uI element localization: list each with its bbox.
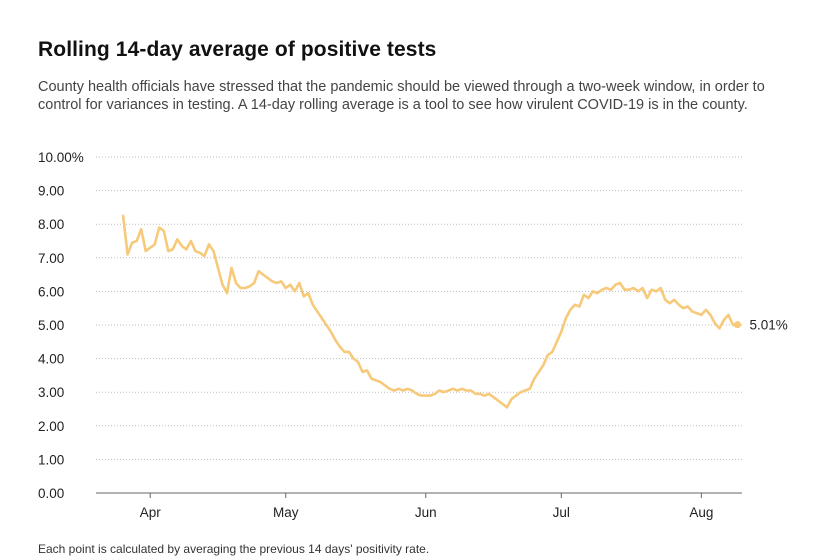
y-tick-label: 3.00: [38, 385, 64, 400]
x-tick-label: May: [273, 505, 299, 520]
line-chart: 10.00% 9.00 8.00 7.00 6.00 5.00 4.00 3.00 2.00 1.…: [38, 150, 788, 520]
gridlines: [96, 156, 742, 460]
y-tick-label: 1.00: [38, 452, 64, 467]
series-line: [121, 214, 739, 409]
chart-subtitle: County health officials have stressed th…: [38, 79, 765, 113]
series-line-layer: [121, 214, 739, 409]
y-tick-label: 5.00: [38, 318, 64, 333]
last-point-marker: [733, 321, 741, 329]
x-tick-label: Jun: [415, 505, 437, 520]
end-value-label: 5.01%: [749, 318, 787, 333]
y-tick-label: 2.00: [38, 419, 64, 434]
footnote: Each point is calculated by averaging th…: [38, 542, 430, 556]
y-axis-tick-labels: 10.00% 9.00 8.00 7.00 6.00 5.00 4.00 3.00 2.00 1.…: [38, 150, 84, 501]
x-tick-label: Aug: [689, 505, 713, 520]
y-tick-label: 9.00: [38, 184, 64, 199]
y-tick-label: 7.00: [38, 251, 64, 266]
y-tick-label: 10.00%: [38, 150, 84, 165]
y-tick-label: 6.00: [38, 284, 64, 299]
x-axis: Apr May Jun Jul Aug: [96, 492, 742, 520]
y-tick-label: 8.00: [38, 217, 64, 232]
x-tick-label: Apr: [140, 505, 162, 520]
chart-title: Rolling 14-day average of positive tests: [38, 38, 437, 61]
end-label-layer: 5.01%: [733, 318, 788, 333]
x-tick-label: Jul: [553, 505, 570, 520]
y-tick-label: 4.00: [38, 352, 64, 367]
y-tick-label: 0.00: [38, 486, 64, 501]
